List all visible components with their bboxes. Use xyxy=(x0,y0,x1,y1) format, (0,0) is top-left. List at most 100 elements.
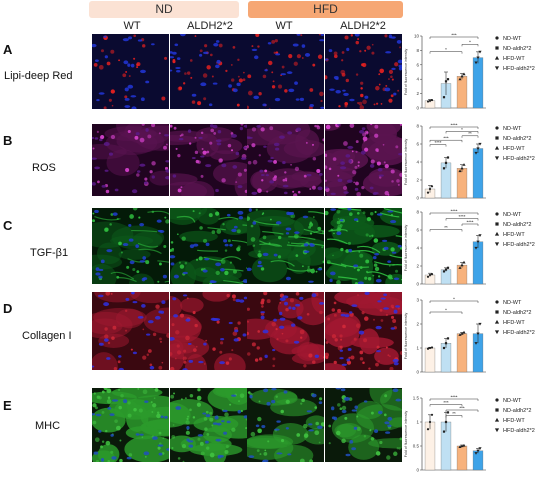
micrograph-d-2 xyxy=(170,292,247,370)
micrograph-c-4 xyxy=(325,208,402,284)
legend-marker xyxy=(494,417,500,422)
legend-label: HFD-aldh2*2 xyxy=(503,428,535,434)
data-point xyxy=(426,191,430,194)
data-point xyxy=(474,151,478,155)
group-header-hfd: HFD xyxy=(248,1,403,18)
bar-hfd-wt xyxy=(456,333,468,373)
data-point xyxy=(460,332,464,335)
y-tick-label: 4 xyxy=(416,160,419,165)
column-label-hfd-wt: WT xyxy=(275,20,293,32)
legend-marker xyxy=(495,310,499,314)
bar-chart-d: Fold of fluorescence intensity 0 1 2 3 * * ND-W… xyxy=(402,294,548,379)
row-name-d: Collagen I xyxy=(22,330,72,342)
legend-marker xyxy=(494,330,500,335)
legend-marker xyxy=(495,212,499,216)
legend-label: ND-aldh2*2 xyxy=(503,222,531,228)
bar-chart-c: Fold of fluorescence intensity 0 2 4 6 8 **** *… xyxy=(402,206,548,291)
data-point xyxy=(462,72,466,76)
significance-bracket xyxy=(429,300,479,303)
data-point xyxy=(474,342,478,345)
data-point xyxy=(458,445,462,449)
y-axis-label: Fold of fluorescence intensity xyxy=(404,139,408,186)
data-point xyxy=(446,156,450,159)
significance-bracket xyxy=(445,409,479,412)
significance-label: * xyxy=(461,127,463,132)
legend-label: HFD-WT xyxy=(503,232,525,238)
significance-bracket xyxy=(429,36,479,39)
data-point xyxy=(430,346,434,349)
data-point xyxy=(462,163,466,166)
bar-hfd-wt xyxy=(456,168,468,199)
data-point xyxy=(458,169,462,173)
data-point xyxy=(442,430,446,433)
legend-label: ND-aldh2*2 xyxy=(503,46,531,52)
y-axis-label: Fold of fluorescence intensity xyxy=(404,49,408,96)
data-point xyxy=(446,78,450,81)
significance-bracket xyxy=(445,131,479,134)
data-point xyxy=(462,330,466,334)
legend-marker xyxy=(494,242,500,247)
micrograph-a-4 xyxy=(325,34,402,109)
significance-bracket xyxy=(429,398,479,401)
y-tick-label: 0 xyxy=(416,282,419,287)
significance-label: **** xyxy=(450,394,457,399)
legend-label: ND-aldh2*2 xyxy=(503,136,531,142)
column-label-nd-wt: WT xyxy=(123,20,141,32)
legend-marker xyxy=(495,36,499,40)
data-point xyxy=(458,266,462,269)
y-tick-label: 8 xyxy=(416,210,419,215)
legend-marker xyxy=(494,145,500,150)
y-tick-label: 1 xyxy=(416,420,419,425)
data-point xyxy=(426,100,430,103)
bar-nd-wt xyxy=(424,347,436,373)
micrograph-a-1 xyxy=(92,34,169,109)
data-point xyxy=(444,268,448,271)
y-tick-label: 4 xyxy=(416,77,419,82)
legend-label: ND-WT xyxy=(503,126,522,132)
data-point xyxy=(430,413,434,416)
data-point xyxy=(478,50,482,54)
significance-label: ** xyxy=(452,411,456,416)
row-name-a: Lipi-deep Red xyxy=(4,70,73,82)
y-tick-label: 6 xyxy=(416,142,419,147)
legend-marker xyxy=(495,300,499,304)
data-point xyxy=(426,275,430,278)
data-point xyxy=(476,56,480,60)
row-letter-c: C xyxy=(3,218,13,233)
y-tick-label: 0 xyxy=(416,106,419,111)
data-point xyxy=(426,428,430,431)
micrograph-e-2 xyxy=(170,388,247,462)
legend-marker xyxy=(494,156,500,161)
micrograph-e-4 xyxy=(325,388,402,462)
y-tick-label: 0.5 xyxy=(413,444,420,449)
bar-chart-e: Fold of fluorescence intensity 0 0.5 1 1.5 **… xyxy=(402,392,548,477)
significance-label: * xyxy=(453,296,455,301)
data-point xyxy=(478,142,482,146)
y-tick-label: 4 xyxy=(416,246,419,251)
data-point xyxy=(462,260,466,264)
data-point xyxy=(442,167,446,170)
legend-marker xyxy=(494,66,500,71)
bar-hfd-wt xyxy=(456,264,468,285)
y-tick-label: 2 xyxy=(416,322,419,327)
y-tick-label: 6 xyxy=(416,228,419,233)
data-point xyxy=(474,452,478,455)
bar-hfd-aldh22 xyxy=(472,241,484,285)
legend-label: ND-WT xyxy=(503,300,522,306)
significance-label: *** xyxy=(459,405,465,410)
data-point xyxy=(444,420,448,424)
data-point xyxy=(442,96,446,99)
micrograph-b-4 xyxy=(325,124,402,196)
data-point xyxy=(460,74,464,78)
significance-label: *** xyxy=(443,400,449,405)
data-point xyxy=(460,166,464,170)
bar-hfd-aldh22 xyxy=(472,57,484,109)
data-point xyxy=(478,322,482,326)
y-tick-label: 8 xyxy=(416,48,419,53)
micrograph-b-3 xyxy=(247,124,324,196)
significance-label: *** xyxy=(443,136,449,141)
data-point xyxy=(478,234,482,237)
significance-bracket xyxy=(429,229,463,232)
data-point xyxy=(476,147,480,151)
bar-hfd-aldh22 xyxy=(472,148,484,199)
